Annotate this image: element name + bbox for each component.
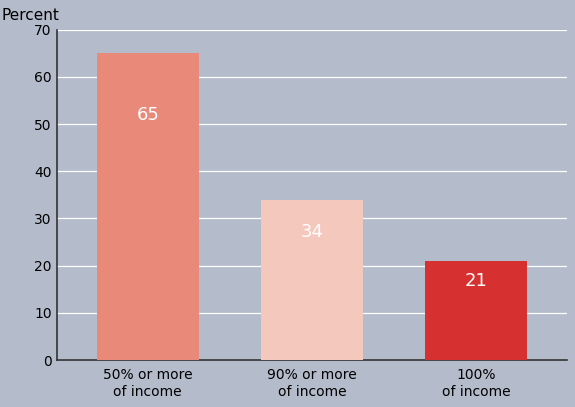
Text: 21: 21 bbox=[465, 272, 488, 290]
Bar bbox=[261, 199, 363, 360]
Text: Percent: Percent bbox=[1, 8, 59, 23]
Text: 34: 34 bbox=[301, 223, 324, 241]
Text: 65: 65 bbox=[136, 105, 159, 124]
Bar bbox=[97, 53, 198, 360]
Bar bbox=[426, 261, 527, 360]
